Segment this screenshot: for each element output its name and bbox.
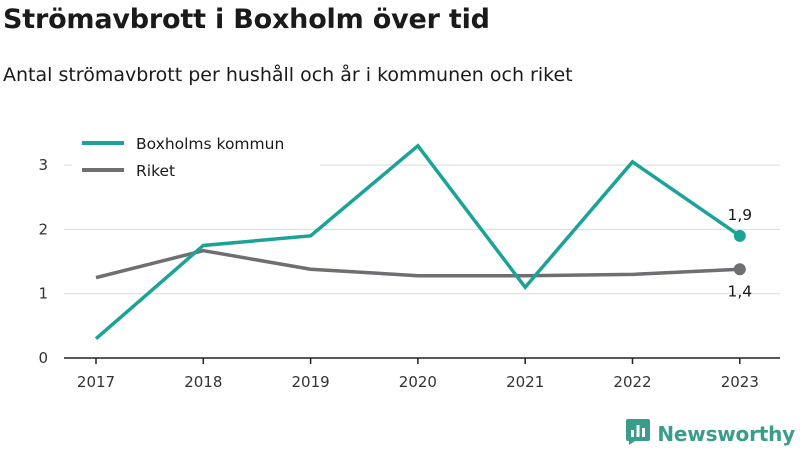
legend-label-riket: Riket <box>136 162 175 180</box>
x-tick-label: 2023 <box>721 373 759 391</box>
end-point-boxholm <box>733 229 746 242</box>
x-axis-tick-labels: 2017 2018 2019 2020 2021 2022 2023 <box>77 373 759 391</box>
x-tick-label: 2017 <box>77 373 115 391</box>
chart-title: Strömavbrott i Boxholm över tid <box>3 4 490 35</box>
brand-name: Newsworthy <box>657 422 795 446</box>
y-tick-label: 1 <box>38 285 48 303</box>
end-label-riket: 1,4 <box>727 282 752 300</box>
end-point-riket <box>733 263 746 276</box>
x-tick-label: 2022 <box>613 373 651 391</box>
brand-logo: Newsworthy <box>626 419 795 449</box>
bar-chart-speech-bubble-icon <box>626 419 651 449</box>
y-axis-tick-labels: 0 1 2 3 <box>38 156 48 367</box>
legend-label-boxholm: Boxholms kommun <box>136 135 284 153</box>
x-tick-label: 2021 <box>506 373 544 391</box>
x-tick-label: 2019 <box>292 373 330 391</box>
end-label-boxholm: 1,9 <box>727 206 752 224</box>
chart-subtitle: Antal strömavbrott per hushåll och år i … <box>3 64 573 86</box>
series-line-boxholm <box>94 143 741 341</box>
x-tick-label: 2020 <box>399 373 437 391</box>
legend: Boxholms kommun Riket <box>72 128 320 186</box>
legend-background <box>72 128 320 186</box>
y-tick-label: 2 <box>38 220 48 238</box>
x-axis <box>64 357 780 364</box>
series-line-riket <box>95 248 740 280</box>
x-tick-label: 2018 <box>184 373 222 391</box>
series <box>94 143 746 341</box>
y-tick-label: 0 <box>38 349 48 367</box>
y-tick-label: 3 <box>38 156 48 174</box>
